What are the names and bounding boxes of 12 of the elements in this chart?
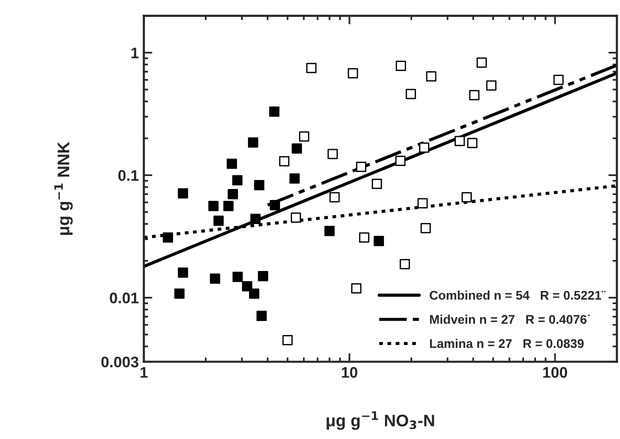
x-tick-label: 1 [140, 367, 148, 378]
y-axis-title: μg g$^{−1}$ NNK [54, 142, 73, 235]
legend-label: Lamina n = 27 R = 0.0839 [430, 338, 584, 348]
y-tick-label: 0.1 [118, 170, 139, 181]
legend-label: Combined n = 54 R = 0.5221¨ [430, 290, 606, 300]
legend-label: Midvein n = 27 R = 0.4076˙ [430, 314, 590, 324]
y-tick-label: 0.01 [110, 292, 139, 304]
x-tick-label: 10 [342, 367, 358, 378]
x-tick-label: 100 [543, 367, 568, 378]
x-axis-title: μg g$^{−1}$ NO$_{3}$-N [326, 411, 434, 430]
y-tick-label: 0.003 [101, 356, 138, 368]
y-tick-label: 1 [131, 48, 139, 58]
